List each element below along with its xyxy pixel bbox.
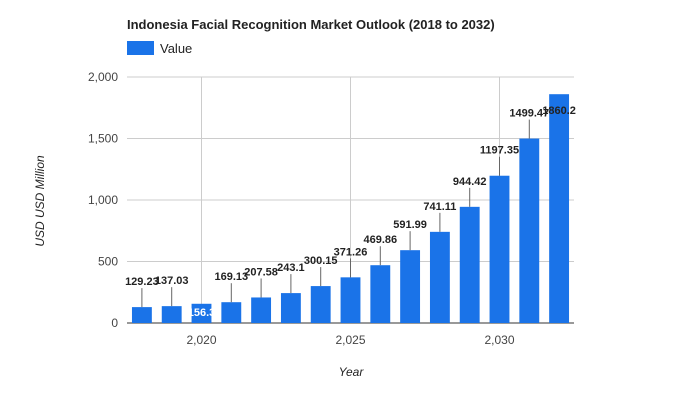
data-label: 169.13 [214, 271, 248, 283]
x-tick-label: 2,025 [335, 333, 365, 347]
data-label: 741.11 [423, 201, 456, 213]
data-label: 944.42 [453, 176, 487, 188]
legend-swatch [127, 41, 154, 55]
bar-2018 [131, 307, 152, 323]
bar-2019 [161, 306, 182, 323]
bar-2022 [251, 297, 272, 323]
data-label: 469.86 [363, 234, 397, 246]
bar-2026 [370, 265, 391, 323]
data-label: 207.58 [244, 266, 278, 278]
x-tick-label: 2,020 [186, 333, 216, 347]
axes: 0 500 1,000 1,500 2,000 2,020 2,025 2,030 [88, 70, 515, 347]
y-tick-label: 1,000 [88, 193, 118, 207]
y-tick-label: 1,500 [88, 132, 118, 146]
bar-2024 [310, 286, 331, 323]
data-label: 1197.35 [480, 145, 519, 157]
bar-2029 [459, 206, 480, 323]
data-label: 129.23 [125, 276, 159, 288]
data-label: 243.1 [277, 262, 305, 274]
x-axis-title: Year [339, 365, 365, 379]
bar-2032 [549, 94, 570, 323]
data-label: 371.26 [334, 246, 368, 258]
data-label: 137.03 [155, 275, 189, 287]
y-axis-title: USD USD Million [33, 155, 47, 247]
legend-label: Value [160, 41, 192, 56]
bar-2020 [191, 303, 212, 323]
y-tick-label: 500 [98, 255, 118, 269]
bar-2031 [519, 138, 540, 323]
bar-2027 [400, 250, 421, 323]
data-label: 300.15 [304, 255, 338, 267]
data-label: 156.3 [188, 307, 216, 319]
chart-title: Indonesia Facial Recognition Market Outl… [127, 17, 495, 32]
bar-2030 [489, 175, 510, 323]
data-label: 1860.2 [542, 105, 576, 117]
bar-2028 [429, 231, 450, 323]
bar-2025 [340, 277, 361, 323]
y-tick-label: 0 [111, 316, 118, 330]
data-label: 1499.47 [509, 108, 549, 120]
y-tick-label: 2,000 [88, 70, 118, 84]
bar-2023 [280, 293, 301, 323]
x-tick-label: 2,030 [484, 333, 514, 347]
bars [131, 94, 570, 323]
bar-2021 [221, 302, 242, 323]
data-label: 591.99 [393, 219, 427, 231]
